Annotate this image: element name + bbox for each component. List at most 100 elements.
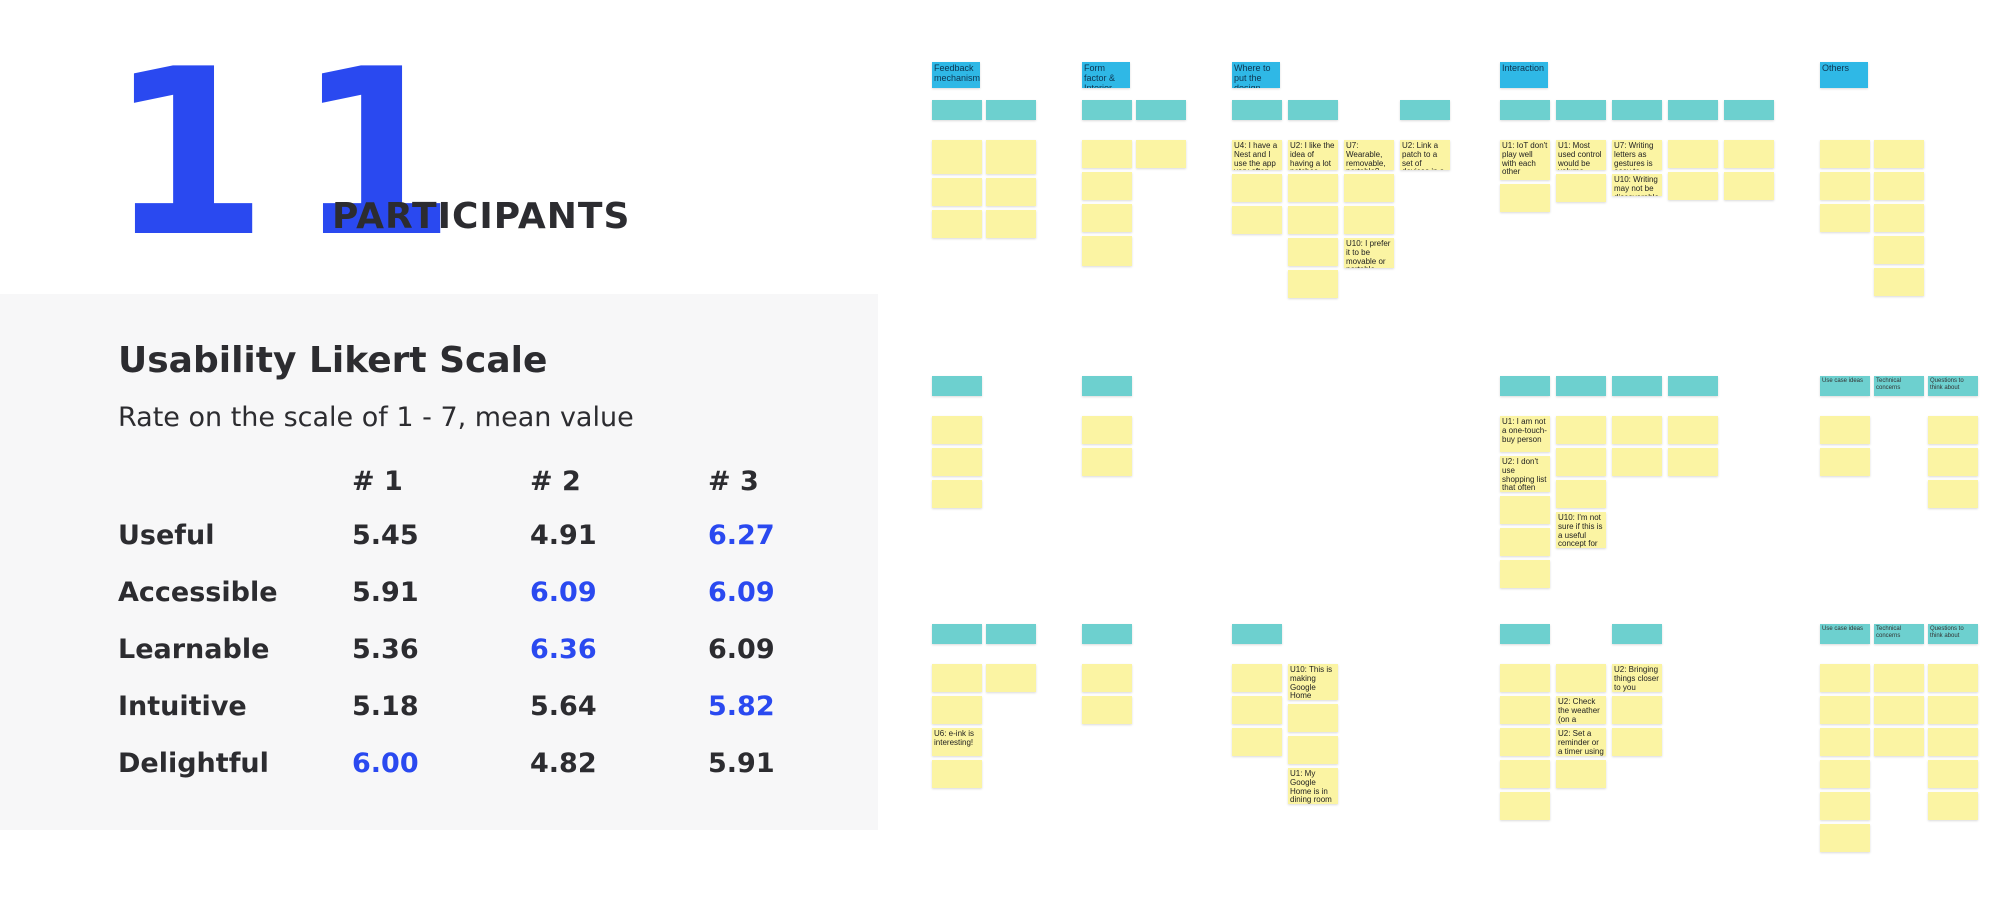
teal-note[interactable] [1082, 100, 1132, 120]
sticky-note[interactable] [1500, 792, 1550, 820]
sticky-note[interactable] [1500, 696, 1550, 724]
teal-note[interactable] [1724, 100, 1774, 120]
sticky-note[interactable] [1082, 172, 1132, 200]
sticky-note[interactable] [1928, 480, 1978, 508]
teal-note[interactable] [986, 100, 1036, 120]
sticky-note[interactable] [1612, 448, 1662, 476]
sticky-note[interactable] [932, 178, 982, 206]
sticky-note[interactable] [1556, 448, 1606, 476]
sticky-note[interactable] [1232, 174, 1282, 202]
teal-note[interactable] [932, 624, 982, 644]
sticky-note[interactable]: U10: This is making Google Home ubiquito… [1288, 664, 1338, 700]
sticky-note[interactable]: U1: I am not a one-touch-buy person [1500, 416, 1550, 452]
sticky-note[interactable] [986, 140, 1036, 174]
teal-note[interactable] [1136, 100, 1186, 120]
sticky-note[interactable]: U2: I don't use shopping list that often [1500, 456, 1550, 492]
sticky-note[interactable] [932, 210, 982, 238]
sticky-note[interactable] [1082, 696, 1132, 724]
sticky-note[interactable]: U10: I'm not sure if this is a useful co… [1556, 512, 1606, 548]
sticky-note[interactable] [1500, 760, 1550, 788]
sticky-note[interactable] [1500, 496, 1550, 524]
sticky-note[interactable] [1668, 448, 1718, 476]
sticky-note[interactable] [1874, 728, 1924, 756]
teal-note[interactable] [1612, 624, 1662, 644]
sticky-note[interactable] [932, 760, 982, 788]
sticky-note[interactable] [1820, 416, 1870, 444]
teal-note[interactable] [986, 624, 1036, 644]
sticky-note[interactable] [1556, 760, 1606, 788]
sticky-note[interactable] [1082, 448, 1132, 476]
sticky-note[interactable] [1820, 204, 1870, 232]
sticky-note[interactable] [1820, 824, 1870, 852]
sticky-note[interactable]: U1: Most used control would be volume up… [1556, 140, 1606, 170]
sticky-note[interactable] [1082, 416, 1132, 444]
sticky-note[interactable] [1874, 664, 1924, 692]
cluster-label[interactable]: Questions to think about [1928, 624, 1978, 644]
sticky-note[interactable]: U7: Wearable, removable, portable? [1344, 140, 1394, 170]
sticky-note[interactable] [1500, 560, 1550, 588]
teal-note[interactable] [1500, 376, 1550, 396]
sticky-note[interactable] [1288, 238, 1338, 266]
sticky-note[interactable] [1668, 172, 1718, 200]
sticky-note[interactable] [1556, 480, 1606, 508]
sticky-note[interactable] [1874, 696, 1924, 724]
sticky-note[interactable] [1136, 140, 1186, 168]
teal-note[interactable] [1232, 624, 1282, 644]
cluster-header[interactable]: Form factor & Interior [1082, 62, 1130, 88]
sticky-note[interactable] [1082, 204, 1132, 232]
sticky-note[interactable] [1232, 206, 1282, 234]
sticky-note[interactable] [986, 210, 1036, 238]
sticky-note[interactable] [932, 416, 982, 444]
sticky-note[interactable] [1500, 728, 1550, 756]
sticky-note[interactable] [1928, 416, 1978, 444]
sticky-note[interactable] [1612, 696, 1662, 724]
sticky-note[interactable] [932, 448, 982, 476]
teal-note[interactable] [1668, 376, 1718, 396]
sticky-note[interactable]: U2: Link a patch to a set of devices in … [1400, 140, 1450, 170]
cluster-header[interactable]: Where to put the design [1232, 62, 1280, 88]
sticky-note[interactable]: U1: IoT don't play well with each other [1500, 140, 1550, 180]
sticky-note[interactable] [1724, 172, 1774, 200]
sticky-note[interactable]: U4: I have a Nest and I use the app very… [1232, 140, 1282, 170]
sticky-note[interactable] [1288, 736, 1338, 764]
sticky-note[interactable] [932, 480, 982, 508]
sticky-note[interactable] [1500, 664, 1550, 692]
sticky-note[interactable] [1928, 792, 1978, 820]
sticky-note[interactable] [1820, 792, 1870, 820]
cluster-header[interactable]: Interaction [1500, 62, 1548, 88]
sticky-note[interactable] [932, 664, 982, 692]
teal-note[interactable] [1668, 100, 1718, 120]
sticky-note[interactable] [1874, 172, 1924, 200]
teal-note[interactable] [932, 376, 982, 396]
cluster-label[interactable]: Technical concerns [1874, 376, 1924, 396]
sticky-note[interactable] [1082, 140, 1132, 168]
sticky-note[interactable] [1928, 728, 1978, 756]
sticky-note[interactable] [986, 178, 1036, 206]
sticky-note[interactable]: U2: I like the idea of having a lot patc… [1288, 140, 1338, 170]
teal-note[interactable] [1612, 376, 1662, 396]
teal-note[interactable] [1082, 624, 1132, 644]
sticky-note[interactable] [1820, 664, 1870, 692]
teal-note[interactable] [1400, 100, 1450, 120]
sticky-note[interactable] [1874, 204, 1924, 232]
sticky-note[interactable] [986, 664, 1036, 692]
teal-note[interactable] [1500, 100, 1550, 120]
sticky-note[interactable]: U10: Writing may not be discoverable [1612, 174, 1662, 196]
sticky-note[interactable] [1928, 448, 1978, 476]
teal-note[interactable] [1500, 624, 1550, 644]
cluster-label[interactable]: Use case ideas [1820, 376, 1870, 396]
sticky-note[interactable] [1928, 696, 1978, 724]
sticky-note[interactable] [1288, 270, 1338, 298]
sticky-note[interactable]: U2: Bringing things closer to you [1612, 664, 1662, 692]
sticky-note[interactable]: U6: e-ink is interesting! [932, 728, 982, 756]
cluster-label[interactable]: Use case ideas [1820, 624, 1870, 644]
sticky-note[interactable] [1082, 664, 1132, 692]
sticky-note[interactable] [1724, 140, 1774, 168]
sticky-note[interactable]: U2: Set a reminder or a timer using voic… [1556, 728, 1606, 756]
sticky-note[interactable] [1288, 174, 1338, 202]
sticky-note[interactable] [1556, 664, 1606, 692]
sticky-note[interactable] [1668, 416, 1718, 444]
sticky-note[interactable] [932, 140, 982, 174]
sticky-note[interactable] [1820, 172, 1870, 200]
sticky-note[interactable] [1556, 174, 1606, 202]
